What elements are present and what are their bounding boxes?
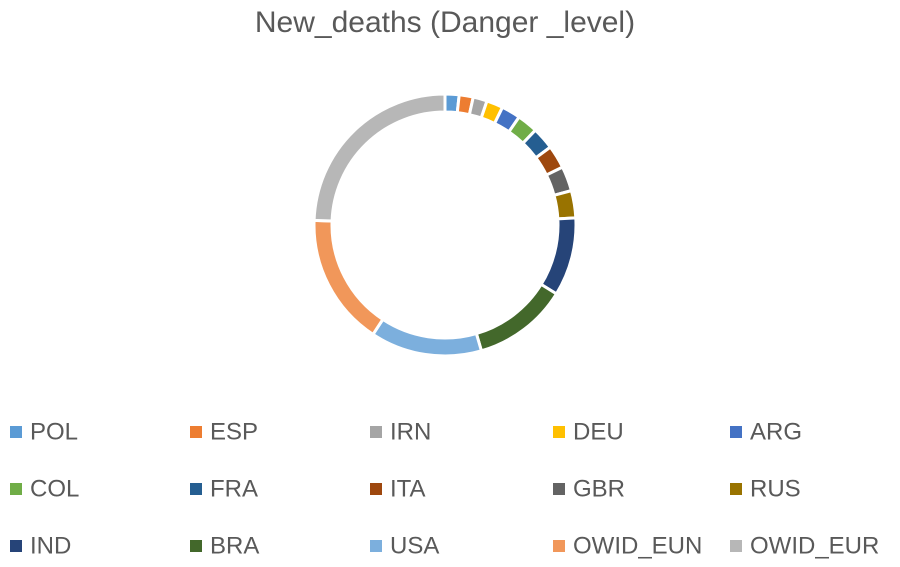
legend-label: ARG xyxy=(750,418,802,445)
legend-swatch xyxy=(553,483,565,495)
legend-swatch xyxy=(730,540,742,552)
legend-label: USA xyxy=(390,532,439,559)
legend-swatch xyxy=(370,540,382,552)
legend-swatch xyxy=(553,540,565,552)
legend-swatch xyxy=(730,483,742,495)
legend-label: ITA xyxy=(390,475,426,502)
legend-label: FRA xyxy=(210,475,258,502)
legend-label: COL xyxy=(30,475,79,502)
legend-label: IND xyxy=(30,532,71,559)
legend-swatch xyxy=(553,426,565,438)
legend-label: IRN xyxy=(390,418,431,445)
legend-label: BRA xyxy=(210,532,259,559)
donut-segment xyxy=(552,188,578,221)
legend-swatch xyxy=(10,483,22,495)
legend-swatch xyxy=(10,540,22,552)
legend-swatch xyxy=(190,426,202,438)
legend-swatch xyxy=(370,426,382,438)
legend-label: POL xyxy=(30,418,78,445)
legend-label: RUS xyxy=(750,475,801,502)
legend-swatch xyxy=(370,483,382,495)
legend-label: OWID_EUN xyxy=(573,532,702,559)
legend-label: DEU xyxy=(573,418,624,445)
legend-label: OWID_EUR xyxy=(750,532,879,559)
legend-label: ESP xyxy=(210,418,258,445)
legend-label: GBR xyxy=(573,475,625,502)
donut-segment xyxy=(312,92,447,223)
legend-swatch xyxy=(190,540,202,552)
legend-swatch xyxy=(190,483,202,495)
chart-title: New_deaths (Danger _level) xyxy=(255,6,635,39)
legend-swatch xyxy=(730,426,742,438)
legend-swatch xyxy=(10,426,22,438)
